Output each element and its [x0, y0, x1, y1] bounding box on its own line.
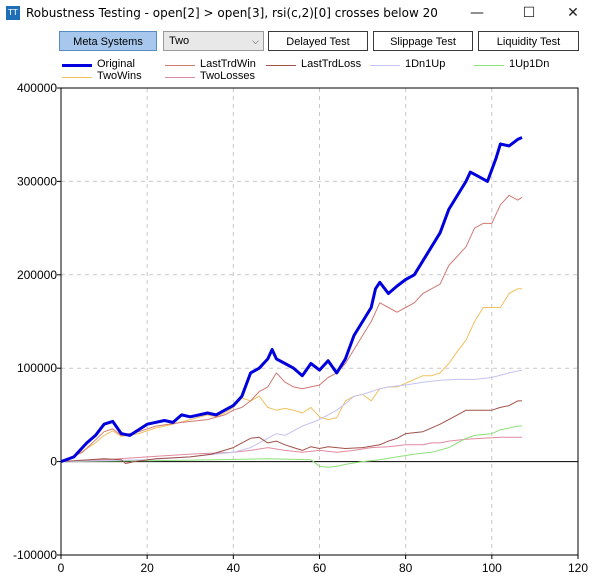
legend-label-1dn1up: 1Dn1Up — [405, 58, 446, 70]
chart-tick-labels: 0 20 40 60 80 100 120-100000010000020000030000… — [13, 81, 588, 575]
chevron-down-icon: ⌵ — [252, 36, 259, 46]
x-tick-label: 100 — [482, 561, 502, 575]
select-value: Two — [169, 35, 190, 47]
series-line-1dn1up — [60, 369, 523, 463]
legend-label-twowins: TwoWins — [97, 70, 142, 82]
y-tick-label: 200000 — [17, 268, 57, 282]
series-line-twowins — [60, 288, 522, 463]
series-line-lasttrdloss — [60, 400, 522, 464]
legend-label-lasttrdloss: LastTrdLoss — [301, 58, 362, 70]
legend-label-lasttrdwin: LastTrdWin — [200, 58, 256, 70]
title-bar: TT Robustness Testing - open[2] > open[3… — [0, 0, 592, 26]
x-tick-label: 60 — [313, 561, 327, 575]
legend-label-1up1dn: 1Up1Dn — [509, 58, 550, 70]
window-title: Robustness Testing - open[2] > open[3], … — [26, 6, 438, 20]
x-tick-label: 0 — [58, 561, 65, 575]
chart-series — [60, 136, 523, 468]
legend-swatch-1up1dn — [474, 65, 504, 66]
meta-system-select[interactable]: Two ⌵ — [163, 31, 264, 51]
close-button[interactable]: ✕ — [567, 5, 579, 21]
series-line-1up1dn — [60, 425, 522, 468]
liquidity-test-button[interactable]: Liquidity Test — [478, 31, 579, 51]
legend-label-twolosses: TwoLosses — [200, 70, 256, 82]
x-tick-label: 120 — [568, 561, 588, 575]
y-tick-label: 100000 — [17, 361, 57, 375]
meta-systems-button[interactable]: Meta Systems — [59, 31, 157, 51]
legend-swatch-lasttrdloss — [266, 65, 296, 66]
x-tick-label: 80 — [399, 561, 413, 575]
legend-swatch-lasttrdwin — [165, 65, 195, 66]
chart-grid — [61, 88, 578, 555]
y-tick-label: 300000 — [17, 174, 57, 188]
legend-swatch-twolosses — [165, 77, 195, 78]
y-tick-label: 400000 — [17, 81, 57, 95]
legend-swatch-1dn1up — [370, 65, 400, 66]
legend-swatch-twowins — [62, 77, 92, 78]
x-tick-label: 20 — [140, 561, 154, 575]
y-tick-label: -100000 — [13, 548, 57, 562]
chart-axes — [57, 87, 579, 559]
maximize-button[interactable]: ☐ — [522, 5, 536, 21]
series-line-original — [60, 136, 523, 464]
legend-label-original: Original — [97, 58, 135, 70]
slippage-test-button[interactable]: Slippage Test — [373, 31, 473, 51]
x-tick-label: 40 — [227, 561, 241, 575]
app-icon: TT — [6, 6, 20, 20]
series-line-twolosses — [60, 436, 522, 463]
series-line-lasttrdwin — [60, 194, 523, 463]
y-tick-label: 0 — [50, 455, 57, 469]
delayed-test-button[interactable]: Delayed Test — [268, 31, 368, 51]
minimize-button[interactable]: — — [470, 5, 484, 21]
legend-swatch-original — [62, 64, 92, 67]
